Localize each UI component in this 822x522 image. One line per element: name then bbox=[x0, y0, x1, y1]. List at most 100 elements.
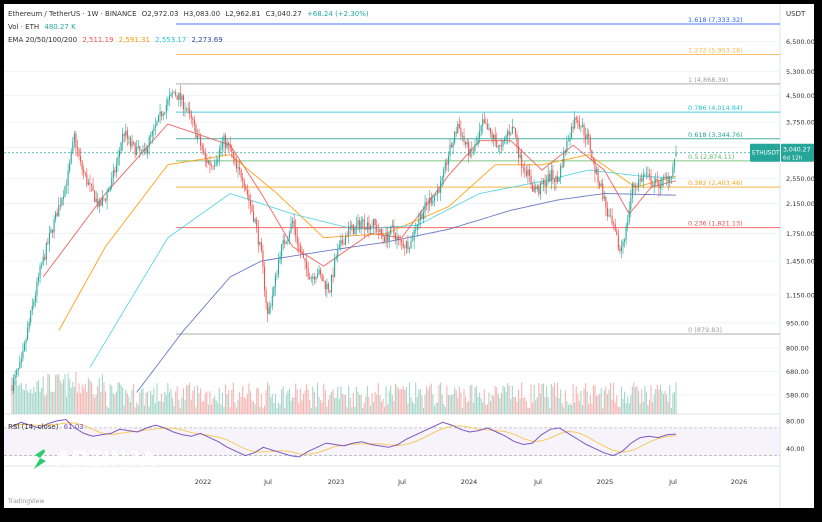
volume-bar bbox=[330, 391, 333, 414]
volume-bar bbox=[655, 388, 657, 414]
ema-label[interactable]: EMA 20/50/100/200 bbox=[8, 36, 78, 44]
volume-bar bbox=[150, 390, 152, 414]
ema50-value: 2,591.31 bbox=[118, 36, 150, 44]
candle-body bbox=[184, 109, 186, 110]
volume-bar bbox=[11, 392, 13, 414]
volume-bar bbox=[514, 396, 517, 414]
volume-bar bbox=[530, 384, 532, 414]
candle-body bbox=[273, 286, 275, 296]
candle-body bbox=[16, 370, 18, 375]
candle-body bbox=[494, 134, 496, 141]
candle-body bbox=[200, 136, 202, 146]
volume-bar bbox=[165, 394, 167, 414]
candle-body bbox=[39, 266, 41, 278]
volume-bar bbox=[335, 397, 337, 414]
candle-body bbox=[567, 140, 569, 142]
currency-label[interactable]: USDT bbox=[786, 10, 806, 18]
volume-bar bbox=[254, 404, 256, 414]
candle-body bbox=[55, 212, 57, 220]
candle-body bbox=[253, 211, 255, 222]
candle-body bbox=[518, 146, 520, 158]
candle-body bbox=[299, 245, 301, 252]
volume-bar bbox=[81, 384, 83, 414]
candle-body bbox=[101, 198, 103, 206]
volume-bar bbox=[482, 402, 484, 414]
volume-bar bbox=[435, 403, 437, 414]
candle-body bbox=[189, 108, 191, 113]
volume-bar bbox=[348, 385, 350, 414]
volume-bar bbox=[368, 396, 370, 414]
candle-body bbox=[502, 141, 504, 147]
volume-bar bbox=[422, 407, 425, 414]
volume-bar bbox=[589, 394, 591, 414]
candle-body bbox=[161, 111, 163, 117]
volume-bar bbox=[369, 405, 372, 414]
volume-bar bbox=[45, 394, 47, 414]
candle-body bbox=[363, 219, 365, 229]
candle-body bbox=[87, 182, 89, 185]
volume-bar bbox=[37, 380, 40, 414]
candle-body bbox=[535, 186, 537, 190]
rsi-label[interactable]: RSI (14, close) bbox=[8, 423, 59, 431]
volume-legend: Vol · ETH 480.27 K bbox=[8, 23, 79, 31]
volume-label[interactable]: Vol · ETH bbox=[8, 23, 40, 31]
candle-body bbox=[170, 93, 172, 97]
price-tick-label: 680.00 bbox=[786, 368, 809, 376]
volume-bar bbox=[206, 391, 208, 414]
candle-body bbox=[340, 240, 342, 245]
candle-body bbox=[630, 197, 632, 210]
candle-body bbox=[198, 135, 200, 137]
volume-bar bbox=[594, 384, 596, 414]
candle-body bbox=[214, 164, 216, 167]
volume-bar bbox=[546, 385, 548, 414]
candle-body bbox=[237, 167, 239, 169]
volume-bar bbox=[652, 402, 654, 414]
volume-bar bbox=[620, 386, 622, 414]
candle-body bbox=[254, 219, 256, 222]
candle-body bbox=[45, 243, 47, 260]
volume-bar bbox=[664, 391, 666, 414]
volume-bar bbox=[508, 385, 510, 414]
volume-bar bbox=[586, 391, 588, 414]
volume-bar bbox=[125, 389, 127, 414]
volume-bar bbox=[16, 379, 18, 414]
volume-bar bbox=[304, 390, 306, 414]
volume-bar bbox=[240, 396, 242, 414]
candle-body bbox=[64, 186, 66, 197]
volume-bar bbox=[59, 380, 61, 414]
volume-bar bbox=[115, 391, 117, 414]
candle-body bbox=[669, 176, 671, 183]
volume-bar bbox=[413, 403, 415, 414]
volume-bar bbox=[362, 407, 364, 414]
candle-body bbox=[186, 109, 188, 110]
candle-body bbox=[454, 131, 456, 143]
volume-bar bbox=[122, 387, 124, 414]
volume-bar bbox=[246, 393, 248, 414]
candle-body bbox=[139, 145, 141, 151]
volume-bar bbox=[658, 389, 660, 414]
volume-bar bbox=[457, 397, 459, 414]
volume-bar bbox=[108, 407, 110, 414]
last-price-value: 3,040.27 bbox=[783, 147, 811, 154]
candle-body bbox=[167, 99, 169, 106]
volume-bar bbox=[279, 404, 281, 414]
candle-body bbox=[75, 133, 77, 148]
last-price-tag-symbol bbox=[750, 143, 780, 162]
ema-line bbox=[136, 193, 677, 393]
volume-bar bbox=[315, 406, 317, 414]
candle-body bbox=[306, 261, 308, 269]
candle-body bbox=[78, 149, 80, 156]
volume-bar bbox=[527, 407, 529, 414]
symbol-line[interactable]: Ethereum / TetherUS · 1W · BINANCE bbox=[8, 10, 137, 18]
candle-body bbox=[276, 274, 278, 276]
volume-bar bbox=[401, 389, 403, 414]
volume-bar bbox=[260, 394, 262, 414]
candle-body bbox=[659, 186, 661, 188]
candle-body bbox=[59, 205, 61, 206]
volume-bar bbox=[497, 394, 499, 414]
candle-body bbox=[485, 123, 487, 125]
candle-body bbox=[524, 168, 526, 171]
volume-bar bbox=[64, 374, 66, 414]
volume-bar bbox=[374, 391, 376, 414]
candle-body bbox=[221, 142, 223, 148]
